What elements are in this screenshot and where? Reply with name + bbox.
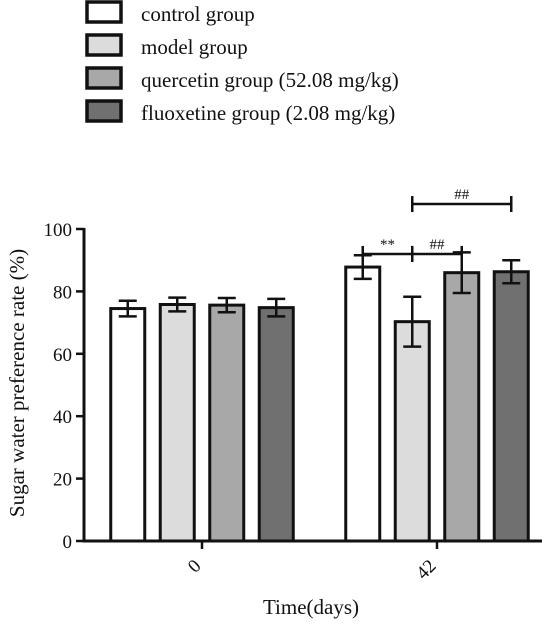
legend-swatch [85,66,123,90]
bar [109,307,147,543]
bar [208,303,246,543]
bar [492,270,530,543]
y-tick-label: 80 [53,282,72,303]
significance-label: ** [380,237,395,253]
x-axis-title: Time(days) [263,595,359,619]
legend-entry: model group [141,35,248,59]
legend-entry: quercetin group (52.08 mg/kg) [141,68,399,92]
significance-bracket: ## [411,187,513,213]
x-tick-label: 0 [184,556,206,578]
legend-swatch [85,99,123,123]
chart-legend: control group model group quercetin group … [85,0,399,125]
error-bar [217,296,236,314]
significance-label: ## [454,187,470,203]
y-tick-label: 0 [63,532,73,553]
legend-entry: control group [141,2,255,26]
error-bar [403,295,422,348]
bar [158,303,196,543]
plot-area: ** ## ## [109,187,530,543]
bar [257,306,295,543]
y-tick-label: 40 [53,407,72,428]
error-bar [118,299,137,318]
significance-bracket: ** [361,237,414,262]
legend-swatch [85,0,123,24]
error-bar [502,258,521,285]
y-tick-label: 20 [53,470,72,491]
y-tick-label: 100 [44,220,73,241]
significance-bracket: ## [411,237,463,262]
bar [443,271,481,543]
legend-entry: fluoxetine group (2.08 mg/kg) [141,101,395,125]
error-bar [267,297,286,318]
bar [344,265,382,543]
x-tick-label: 42 [412,556,440,584]
legend-swatch [85,33,123,57]
y-tick-label: 60 [53,345,72,366]
error-bar [168,296,187,313]
y-axis-title: Sugar water preference rate (%) [5,249,29,517]
significance-label: ## [430,237,446,253]
bar [393,320,431,543]
